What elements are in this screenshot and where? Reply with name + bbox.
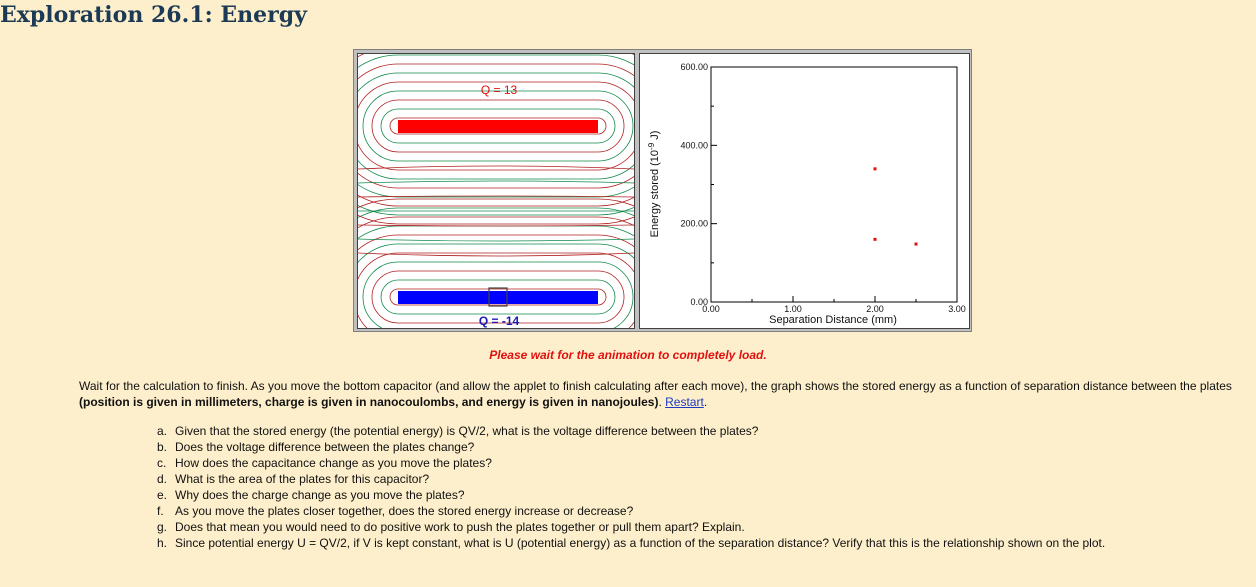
intro-text: Wait for the calculation to finish. As y…	[79, 379, 1232, 393]
bottom-plate-charge-label: Q = -14	[479, 314, 520, 328]
question-letter: b.	[157, 440, 168, 454]
field-line	[357, 238, 635, 242]
data-point	[914, 242, 918, 246]
y-tick-label: 200.00	[680, 219, 708, 229]
field-line	[380, 108, 616, 144]
field-line	[380, 279, 616, 315]
x-tick-label: 0.00	[702, 304, 720, 314]
x-axis: 0.00 1.00 2.00 3.00	[702, 296, 966, 314]
question-letter: d.	[157, 472, 168, 486]
question-item: h. Since potential energy U = QV/2, if V …	[157, 535, 1105, 551]
top-plate[interactable]	[398, 120, 598, 133]
question-item: a. Given that the stored energy (the pote…	[157, 423, 1105, 439]
question-item: e. Why does the charge change as you move…	[157, 487, 1105, 503]
field-line	[357, 195, 635, 198]
question-text: As you move the plates closer together, …	[175, 504, 634, 518]
question-letter: c.	[157, 456, 167, 470]
question-item: g. Does that mean you would need to do po…	[157, 519, 1105, 535]
question-list: a. Given that the stored energy (the pote…	[157, 423, 1105, 551]
y-tick-label: 600.00	[680, 62, 708, 72]
question-item: f. As you move the plates closer together…	[157, 503, 1105, 519]
y-axis-label: Energy stored (10-9 J)	[647, 131, 661, 238]
field-line	[317, 216, 679, 378]
field-line	[362, 90, 634, 162]
question-text: Does that mean you would need to do posi…	[175, 520, 745, 534]
field-line	[357, 224, 635, 227]
field-line	[299, 27, 697, 225]
capacitor-applet[interactable]: Q = 13 Q = -14 0.00 200.00 400.00 600.00 0.…	[299, 27, 972, 396]
question-text: Does the voltage difference between the …	[175, 440, 475, 454]
page-title: Exploration 26.1: Energy	[0, 2, 307, 28]
field-panel[interactable]: Q = 13 Q = -14	[299, 27, 697, 396]
units-note: (position is given in millimeters, charg…	[79, 395, 659, 409]
data-points	[873, 167, 918, 246]
instructions-paragraph: Wait for the calculation to finish. As y…	[79, 378, 1239, 410]
field-line	[371, 270, 625, 324]
energy-plot-panel: 0.00 200.00 400.00 600.00 0.00 1.00 2.00 3.00 …	[639, 53, 970, 329]
field-line	[308, 36, 688, 216]
y-tick-label: 400.00	[680, 140, 708, 150]
x-tick-label: 1.00	[784, 304, 802, 314]
question-text: What is the area of the plates for this …	[175, 472, 430, 486]
question-item: d. What is the area of the plates for thi…	[157, 471, 1105, 487]
intro-end: .	[658, 395, 666, 409]
plot-area	[710, 66, 958, 303]
drag-handle[interactable]	[488, 287, 508, 307]
question-item: c. How does the capacitance change as you…	[157, 455, 1105, 471]
question-letter: g.	[157, 520, 168, 534]
question-letter: f.	[157, 504, 164, 518]
x-axis-label: Separation Distance (mm)	[769, 314, 897, 326]
question-letter: a.	[157, 424, 168, 438]
top-plate-charge-label: Q = 13	[481, 83, 518, 97]
y-tick-label: 0.00	[690, 297, 708, 307]
y-axis: 0.00 200.00 400.00 600.00	[680, 62, 717, 307]
question-text: Since potential energy U = QV/2, if V is…	[175, 536, 1106, 550]
loading-message: Please wait for the animation to complet…	[489, 348, 767, 362]
x-tick-label: 2.00	[866, 304, 884, 314]
data-point	[873, 167, 877, 171]
bottom-plate[interactable]	[398, 291, 598, 304]
field-line	[389, 117, 607, 135]
field-line	[357, 252, 635, 257]
question-text: Why does the charge change as you move t…	[175, 488, 465, 502]
data-point	[873, 237, 877, 241]
question-letter: h.	[157, 536, 168, 550]
question-item: b. Does the voltage difference between th…	[157, 439, 1105, 455]
field-line	[357, 180, 635, 184]
field-line	[389, 288, 607, 306]
restart-after: .	[703, 395, 708, 409]
field-line	[357, 165, 635, 170]
x-tick-label: 3.00	[948, 304, 966, 314]
question-text: How does the capacitance change as you m…	[175, 456, 492, 470]
field-lines-canvas[interactable]: Q = 13 Q = -14	[299, 27, 697, 396]
question-text: Given that the stored energy (the potent…	[175, 424, 759, 438]
restart-link[interactable]: Restart	[665, 395, 704, 409]
field-line	[371, 99, 625, 153]
field-line	[299, 198, 697, 396]
question-letter: e.	[157, 488, 168, 502]
